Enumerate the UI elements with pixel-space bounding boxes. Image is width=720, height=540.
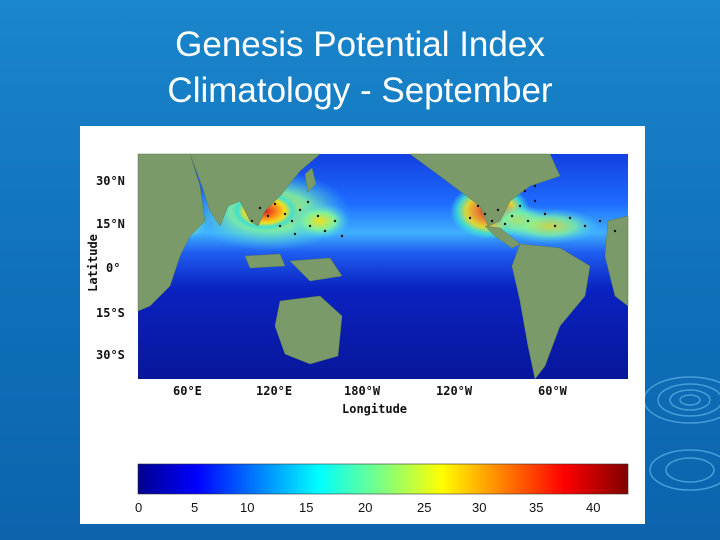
lat-tick: 30°N [96, 174, 125, 188]
colorbar-tick: 0 [135, 500, 143, 515]
figure-panel: Latitude Longitude 30°N 15°N 0° 15°S 30°… [80, 126, 645, 524]
slide-title: Genesis Potential Index Climatology - Se… [0, 22, 720, 114]
colorbar-tick: 30 [472, 500, 487, 515]
lon-tick: 180°W [344, 384, 381, 398]
gpi-map [137, 153, 629, 495]
colorbar-tick: 35 [529, 500, 544, 515]
lon-tick: 60°W [538, 384, 567, 398]
lat-tick: 15°S [96, 306, 125, 320]
genesis-points [250, 184, 617, 238]
title-line-1: Genesis Potential Index [175, 25, 545, 64]
map-xlabel: Longitude [342, 402, 408, 416]
colorbar-tick: 20 [358, 500, 373, 515]
colorbar-tick: 15 [299, 500, 314, 515]
title-line-2: Climatology - September [167, 71, 553, 110]
lon-tick: 60°E [173, 384, 202, 398]
lat-tick: 30°S [96, 348, 125, 362]
map-ylabel: Latitude [85, 234, 100, 292]
colorbar-tick: 40 [586, 500, 601, 515]
lat-tick: 15°N [96, 217, 125, 231]
lon-tick: 120°W [436, 384, 473, 398]
lon-tick: 120°E [256, 384, 293, 398]
lat-tick: 0° [106, 261, 121, 275]
colorbar-tick: 10 [240, 500, 255, 515]
colorbar-tick: 5 [191, 500, 199, 515]
colorbar [137, 463, 629, 495]
colorbar-tick: 25 [417, 500, 432, 515]
